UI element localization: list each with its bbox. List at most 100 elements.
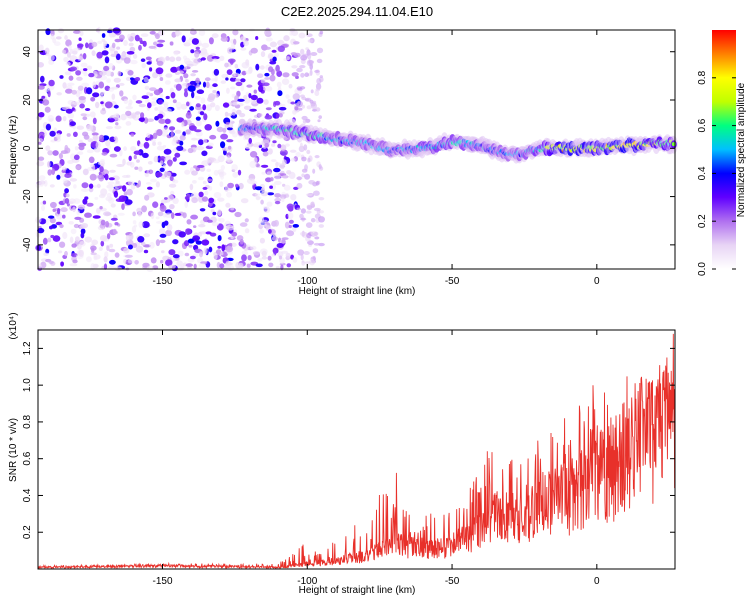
- noise-cell: [61, 166, 67, 171]
- noise-cell: [168, 126, 176, 131]
- noise-cell: [169, 175, 174, 181]
- noise-cell: [293, 41, 300, 45]
- noise-cell: [75, 70, 81, 76]
- noise-cell: [274, 193, 281, 198]
- noise-cell: [82, 198, 88, 205]
- noise-cell: [194, 95, 201, 100]
- noise-cell: [217, 197, 225, 202]
- noise-cell: [159, 77, 164, 81]
- snr-xlabel: Height of straight line (km): [299, 585, 416, 596]
- noise-cell: [249, 108, 257, 112]
- noise-cell: [106, 192, 112, 198]
- noise-cell: [138, 221, 144, 229]
- snr-line: [37, 333, 676, 570]
- noise-cell: [212, 58, 218, 62]
- noise-cell: [152, 132, 158, 139]
- noise-cell: [59, 75, 64, 79]
- spectrogram-ytick-label: 0: [22, 145, 33, 151]
- noise-cell: [118, 195, 127, 203]
- noise-cell: [158, 118, 166, 124]
- noise-cell: [235, 81, 243, 87]
- snr-xtick-label: -150: [152, 576, 172, 587]
- noise-cell: [189, 183, 194, 191]
- noise-cell: [68, 75, 74, 81]
- noise-cell: [198, 191, 204, 198]
- noise-cell: [170, 190, 175, 196]
- noise-cell: [169, 41, 174, 46]
- noise-cell: [113, 136, 118, 141]
- noise-cell: [65, 61, 71, 66]
- noise-cell: [235, 78, 241, 82]
- noise-cell: [83, 68, 88, 72]
- noise-cell: [155, 239, 160, 247]
- noise-cell: [90, 245, 97, 251]
- snr-series: [37, 333, 676, 570]
- noise-cell: [101, 50, 109, 56]
- noise-cell: [131, 225, 137, 233]
- noise-cell: [209, 134, 217, 140]
- noise-cell: [301, 115, 308, 121]
- noise-cell: [126, 51, 135, 55]
- noise-cell: [244, 228, 250, 234]
- noise-cell: [38, 263, 42, 270]
- noise-cell: [110, 203, 116, 208]
- noise-cell: [97, 40, 103, 45]
- noise-cell: [213, 252, 218, 260]
- noise-cell: [207, 178, 213, 182]
- noise-cell: [277, 90, 283, 97]
- noise-cell: [200, 97, 206, 104]
- noise-cell: [204, 124, 212, 131]
- noise-cell: [116, 46, 121, 50]
- noise-cell: [191, 38, 199, 45]
- noise-cell: [77, 204, 86, 210]
- noise-cell: [38, 112, 45, 118]
- noise-cell: [232, 29, 239, 36]
- noise-cell: [186, 219, 192, 225]
- noise-cell: [73, 47, 81, 52]
- noise-cell: [252, 251, 260, 256]
- noise-cell: [285, 94, 290, 99]
- noise-cell: [132, 211, 136, 217]
- noise-cell: [215, 93, 219, 98]
- noise-cell: [149, 67, 153, 72]
- noise-cell: [263, 99, 269, 105]
- noise-cell: [105, 126, 113, 130]
- noise-cell: [113, 77, 121, 83]
- noise-cell: [288, 171, 296, 179]
- noise-cell: [143, 233, 151, 238]
- snr-axes: -150 -100 -50 0 0.2 0.4 0.6 0.8 1.0 1.2: [22, 330, 675, 587]
- noise-cell: [237, 169, 242, 176]
- noise-cell: [133, 224, 138, 228]
- noise-cell: [113, 146, 121, 152]
- noise-cell: [279, 239, 287, 244]
- noise-cell: [137, 236, 145, 243]
- noise-cell: [226, 191, 233, 198]
- noise-cell: [232, 101, 239, 106]
- noise-cell: [125, 106, 133, 110]
- noise-cell: [195, 77, 200, 84]
- noise-cell: [86, 202, 94, 207]
- noise-cell: [122, 259, 127, 264]
- noise-cell: [67, 52, 71, 58]
- noise-cell: [146, 61, 152, 65]
- noise-cell: [143, 76, 149, 83]
- noise-cell: [64, 35, 68, 41]
- noise-cell: [213, 68, 220, 76]
- noise-cell: [106, 78, 111, 83]
- noise-cell: [163, 103, 169, 108]
- noise-cell: [111, 42, 116, 49]
- noise-cell: [160, 259, 164, 264]
- spectrogram-ytick-label: -40: [22, 237, 33, 252]
- noise-cell: [184, 196, 190, 200]
- noise-cell: [73, 184, 77, 189]
- noise-cell: [132, 243, 138, 248]
- noise-cell: [230, 86, 236, 90]
- noise-cell: [176, 107, 181, 110]
- noise-cell: [127, 103, 132, 107]
- noise-cell: [225, 122, 230, 125]
- noise-cell: [261, 250, 267, 257]
- noise-cell: [91, 132, 99, 136]
- noise-cell: [64, 71, 72, 76]
- noise-cell: [194, 129, 202, 133]
- noise-cell: [122, 158, 126, 166]
